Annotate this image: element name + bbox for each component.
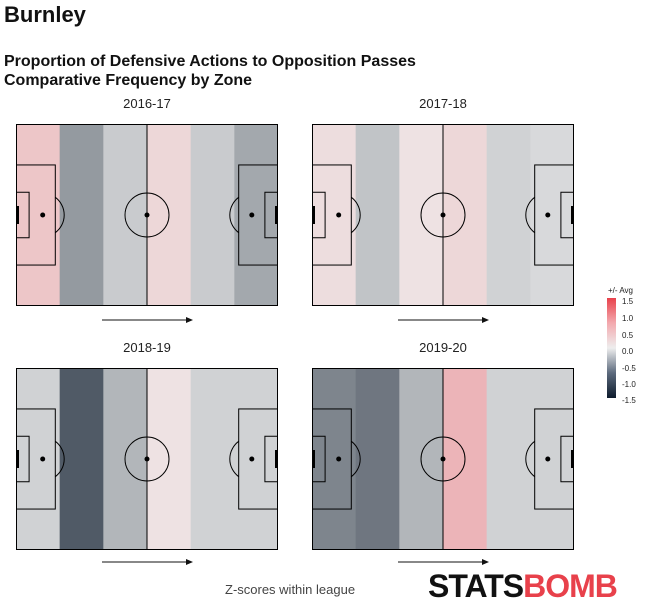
centre-circle xyxy=(124,436,170,482)
penalty-spot-left xyxy=(336,212,342,218)
goal-area-left xyxy=(312,191,326,239)
subtitle-line: Comparative Frequency by Zone xyxy=(4,72,253,89)
legend-tick: 1.5 xyxy=(622,297,634,306)
pitch-heatmap xyxy=(312,368,574,550)
penalty-spot-right xyxy=(249,456,255,462)
zone-cell xyxy=(234,124,278,306)
goal-left xyxy=(312,206,315,224)
centre-spot xyxy=(144,456,150,462)
penalty-arc-left xyxy=(351,440,361,478)
penalty-arc-left xyxy=(351,196,361,234)
attack-direction-arrow xyxy=(102,317,193,323)
goal-area-left xyxy=(16,191,30,239)
legend-gradient-bar xyxy=(607,298,616,398)
team-name: Burnley xyxy=(4,2,86,27)
penalty-arc-right xyxy=(525,196,535,234)
legend-title: +/- Avg xyxy=(608,286,633,295)
penalty-area-left xyxy=(16,408,56,510)
pitch-svg xyxy=(312,368,574,550)
footer-note: Z-scores within league xyxy=(225,582,356,597)
logo-text-bomb: BOMB xyxy=(523,568,618,604)
pitch-svg xyxy=(312,124,574,306)
penalty-spot-right xyxy=(249,212,255,218)
title-line: Proportion of Defensive Actions to Oppos… xyxy=(4,53,416,70)
legend-tick: -1.0 xyxy=(622,380,636,389)
centre-circle xyxy=(420,192,466,238)
legend-tick: 0.0 xyxy=(622,347,634,356)
season-label-4: 2019-20 xyxy=(419,340,467,355)
penalty-arc-right xyxy=(229,440,239,478)
season-label-1: 2016-17 xyxy=(123,96,171,111)
season-label-3: 2018-19 xyxy=(123,340,171,355)
zone-cell xyxy=(312,368,357,550)
centre-spot xyxy=(440,212,446,218)
penalty-spot-right xyxy=(545,456,551,462)
zone-cell xyxy=(16,124,61,306)
zone-cell xyxy=(16,368,61,550)
zone-cell xyxy=(59,368,104,550)
zone-cell xyxy=(190,124,235,306)
legend-tick: -1.5 xyxy=(622,396,636,405)
legend-tick: -0.5 xyxy=(622,364,636,373)
centre-spot xyxy=(144,212,150,218)
penalty-arc-left xyxy=(55,440,65,478)
penalty-spot-left xyxy=(336,456,342,462)
legend-tick: 0.5 xyxy=(622,331,634,340)
pitch-heatmap xyxy=(16,124,278,306)
centre-circle xyxy=(124,192,170,238)
penalty-arc-right xyxy=(525,440,535,478)
attack-direction-arrow xyxy=(102,559,193,565)
color-legend: +/- Avg 1.5 1.0 0.5 0.0 -0.5 -1.0 -1.5 xyxy=(602,286,647,406)
zone-cell xyxy=(530,124,574,306)
zone-cell xyxy=(530,368,574,550)
penalty-spot-right xyxy=(545,212,551,218)
penalty-area-left xyxy=(312,164,352,266)
zone-cell xyxy=(355,124,400,306)
zone-cell xyxy=(355,368,400,550)
penalty-spot-left xyxy=(40,212,46,218)
penalty-spot-left xyxy=(40,456,46,462)
goal-left xyxy=(16,206,19,224)
pitch-heatmap xyxy=(16,368,278,550)
zone-cell xyxy=(486,124,531,306)
attack-direction-arrow xyxy=(398,559,489,565)
goal-right xyxy=(571,450,574,468)
season-label-2: 2017-18 xyxy=(419,96,467,111)
centre-circle xyxy=(420,436,466,482)
chart-title: Proportion of Defensive Actions to Oppos… xyxy=(4,52,416,90)
goal-right xyxy=(275,450,278,468)
zone-cell xyxy=(486,368,531,550)
pitch-svg xyxy=(16,124,278,306)
goal-area-left xyxy=(312,435,326,483)
goal-area-left xyxy=(16,435,30,483)
zone-cell xyxy=(312,124,357,306)
goal-left xyxy=(312,450,315,468)
zone-cell xyxy=(234,368,278,550)
logo-text-stats: STATS xyxy=(428,568,524,604)
penalty-area-left xyxy=(16,164,56,266)
goal-left xyxy=(16,450,19,468)
goal-right xyxy=(571,206,574,224)
goal-right xyxy=(275,206,278,224)
attack-direction-arrow xyxy=(398,317,489,323)
centre-spot xyxy=(440,456,446,462)
zone-cell xyxy=(190,368,235,550)
zone-cell xyxy=(59,124,104,306)
statsbomb-logo: STATSBOMB xyxy=(428,568,618,605)
penalty-area-left xyxy=(312,408,352,510)
legend-tick: 1.0 xyxy=(622,314,634,323)
penalty-arc-right xyxy=(229,196,239,234)
penalty-arc-left xyxy=(55,196,65,234)
pitch-heatmap xyxy=(312,124,574,306)
pitch-svg xyxy=(16,368,278,550)
